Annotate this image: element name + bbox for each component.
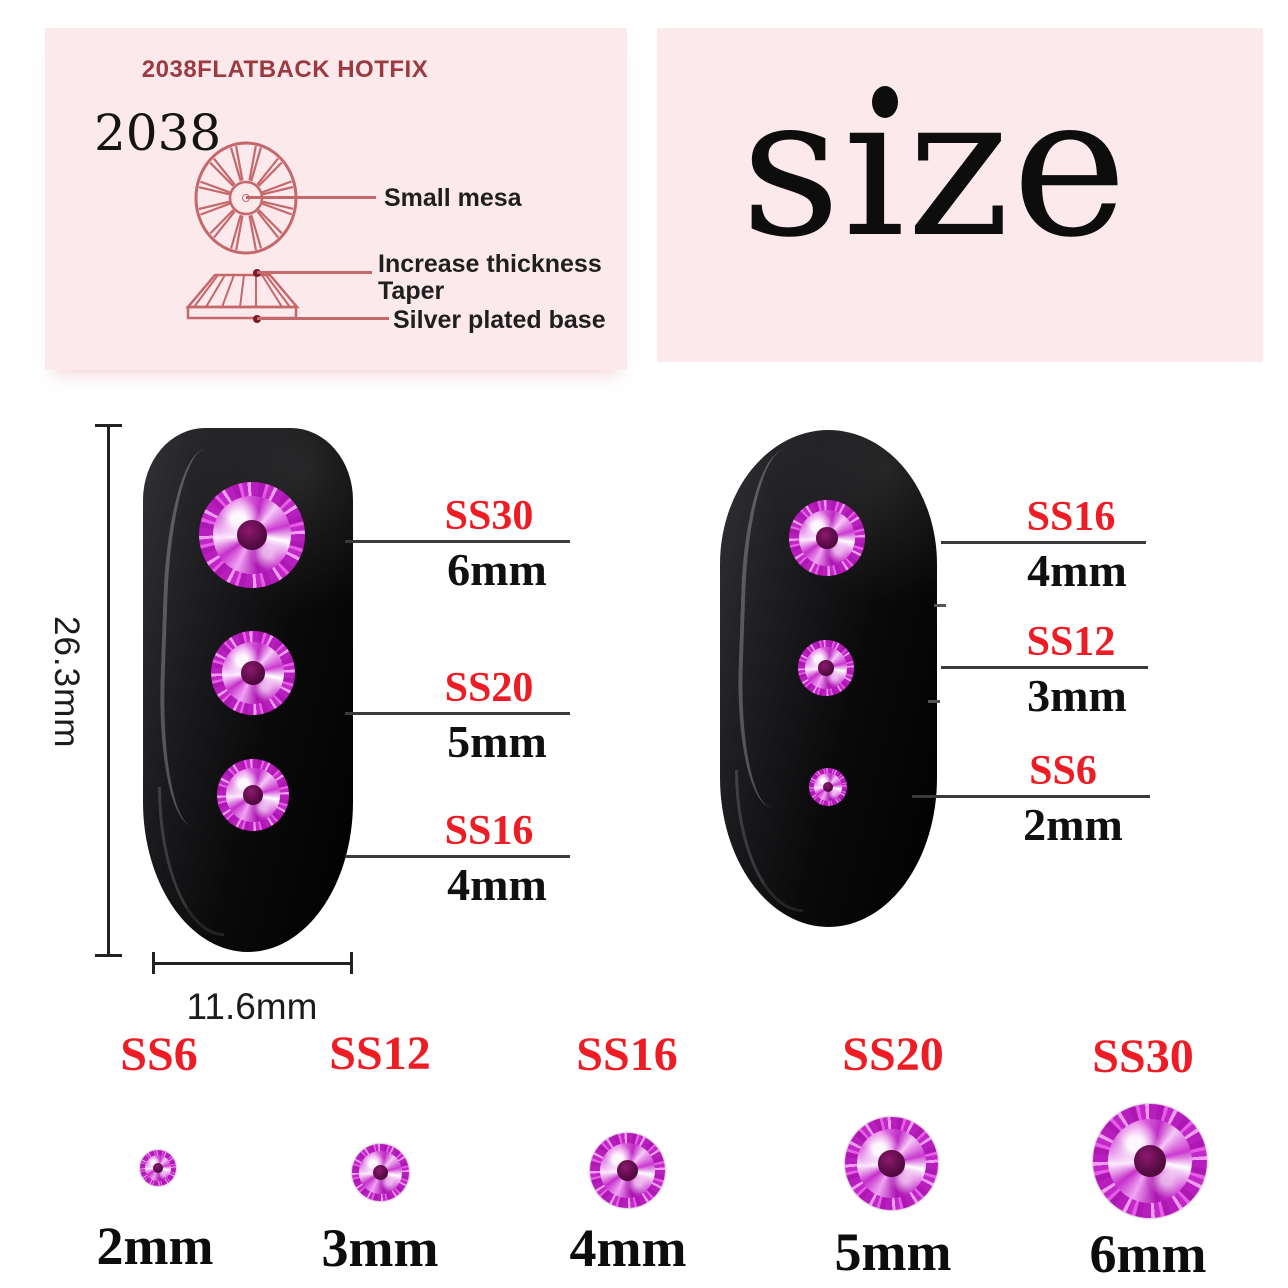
- model-number: 2038: [94, 104, 222, 162]
- silver-base-callout-line: [257, 317, 389, 320]
- legend-ss-label: SS12: [329, 1027, 431, 1080]
- legend-stone-ss16: [590, 1133, 665, 1208]
- edge-tick: [934, 604, 946, 607]
- legend-stone-ss12: [352, 1144, 409, 1201]
- small-mesa-callout-line: [246, 196, 376, 199]
- legend-mm-label: 4mm: [569, 1218, 687, 1278]
- ss-label: SS16: [444, 808, 534, 854]
- size-headline: sıze: [740, 53, 1130, 280]
- taper-label: Taper: [378, 277, 445, 305]
- legend-stone-ss20: [845, 1117, 938, 1210]
- callout-line: [912, 795, 1150, 798]
- rhinestone-ss16: [217, 759, 289, 831]
- rhinestone-ss6: [809, 768, 847, 806]
- legend-stone-ss6: [140, 1150, 176, 1186]
- stone-top-view-diagram: [194, 141, 298, 255]
- legend-mm-label: 2mm: [96, 1216, 214, 1276]
- rhinestone-ss12: [798, 640, 854, 696]
- dimension-cap: [95, 954, 122, 957]
- legend-mm-label: 6mm: [1089, 1224, 1207, 1284]
- stone-side-view-diagram: [185, 269, 300, 323]
- rhinestone-ss16: [789, 500, 865, 576]
- mm-label: 6mm: [447, 544, 547, 595]
- silver-plated-base-label: Silver plated base: [393, 306, 606, 334]
- legend-mm-label: 5mm: [834, 1222, 952, 1282]
- width-dimension-line: [153, 962, 353, 965]
- edge-tick: [928, 700, 940, 703]
- size-i-dot: [872, 86, 898, 118]
- size-panel: [657, 28, 1263, 362]
- legend-ss-label: SS30: [1092, 1030, 1194, 1083]
- height-dimension-line: [107, 425, 110, 957]
- callout-line: [941, 666, 1148, 669]
- legend-ss-label: SS16: [576, 1028, 678, 1081]
- legend-stone-ss30: [1093, 1104, 1207, 1218]
- mm-label: 5mm: [447, 716, 547, 767]
- increase-thickness-label: Increase thickness: [378, 250, 602, 278]
- callout-line: [345, 712, 570, 715]
- ss-label: SS6: [1029, 748, 1097, 794]
- dimension-cap: [152, 952, 155, 974]
- dimension-cap: [95, 424, 122, 427]
- rhinestone-ss20: [211, 631, 295, 715]
- ss-label: SS16: [1026, 494, 1116, 540]
- legend-mm-label: 3mm: [321, 1218, 439, 1278]
- small-mesa-label: Small mesa: [384, 184, 522, 212]
- nail-height-value: 26.3mm: [47, 616, 86, 749]
- callout-line: [345, 855, 570, 858]
- callout-line: [941, 541, 1146, 544]
- legend-ss-label: SS20: [842, 1028, 944, 1081]
- dimension-cap: [350, 952, 353, 974]
- rhinestone-ss30: [199, 482, 305, 588]
- ss-label: SS30: [444, 493, 534, 539]
- legend-ss-label: SS6: [120, 1028, 198, 1081]
- callout-line: [345, 540, 570, 543]
- mm-label: 4mm: [447, 859, 547, 910]
- increase-thickness-callout-line: [257, 271, 372, 274]
- ss-label: SS12: [1026, 619, 1116, 665]
- spec-panel-title: 2038FLATBACK HOTFIX: [141, 56, 429, 83]
- ss-label: SS20: [444, 665, 534, 711]
- mm-label: 3mm: [1027, 670, 1127, 721]
- mm-label: 4mm: [1027, 545, 1127, 596]
- spec-panel: 2038FLATBACK HOTFIX 2038: [45, 28, 627, 370]
- nail-width-value: 11.6mm: [186, 986, 318, 1027]
- mm-label: 2mm: [1023, 799, 1123, 850]
